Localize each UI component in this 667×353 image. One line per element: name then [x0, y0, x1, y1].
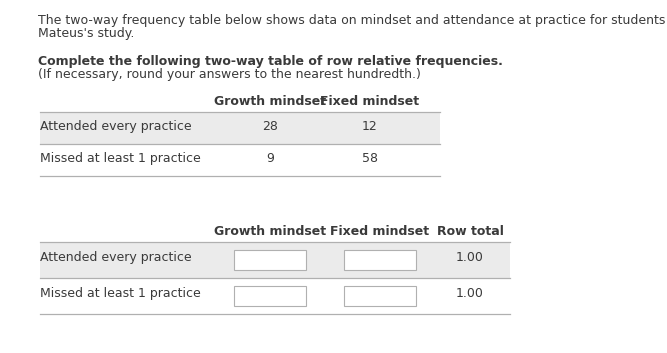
Bar	[40, 242, 510, 278]
Bar	[234, 250, 306, 270]
Text: Fixed mindset: Fixed mindset	[330, 225, 430, 238]
Text: 1.00: 1.00	[456, 251, 484, 264]
Text: 58: 58	[362, 152, 378, 165]
Bar	[234, 286, 306, 306]
Text: 9: 9	[266, 152, 274, 165]
Text: Attended every practice: Attended every practice	[40, 120, 191, 133]
Text: Missed at least 1 practice: Missed at least 1 practice	[40, 287, 201, 300]
Text: 12: 12	[362, 120, 378, 133]
Text: Missed at least 1 practice: Missed at least 1 practice	[40, 152, 201, 165]
Text: Fixed mindset: Fixed mindset	[320, 95, 420, 108]
Bar	[344, 286, 416, 306]
Text: Growth mindset: Growth mindset	[214, 225, 326, 238]
Text: Mateus's study.: Mateus's study.	[38, 27, 134, 40]
Text: Complete the following two-way table of row relative frequencies.: Complete the following two-way table of …	[38, 55, 503, 68]
Text: 28: 28	[262, 120, 278, 133]
Text: The two-way frequency table below shows data on mindset and attendance at practi: The two-way frequency table below shows …	[38, 14, 667, 27]
Text: Row total: Row total	[437, 225, 504, 238]
Text: Growth mindset: Growth mindset	[214, 95, 326, 108]
Text: Attended every practice: Attended every practice	[40, 251, 191, 264]
Text: 1.00: 1.00	[456, 287, 484, 300]
Text: (If necessary, round your answers to the nearest hundredth.): (If necessary, round your answers to the…	[38, 68, 421, 81]
Bar	[40, 112, 440, 144]
Bar	[344, 250, 416, 270]
